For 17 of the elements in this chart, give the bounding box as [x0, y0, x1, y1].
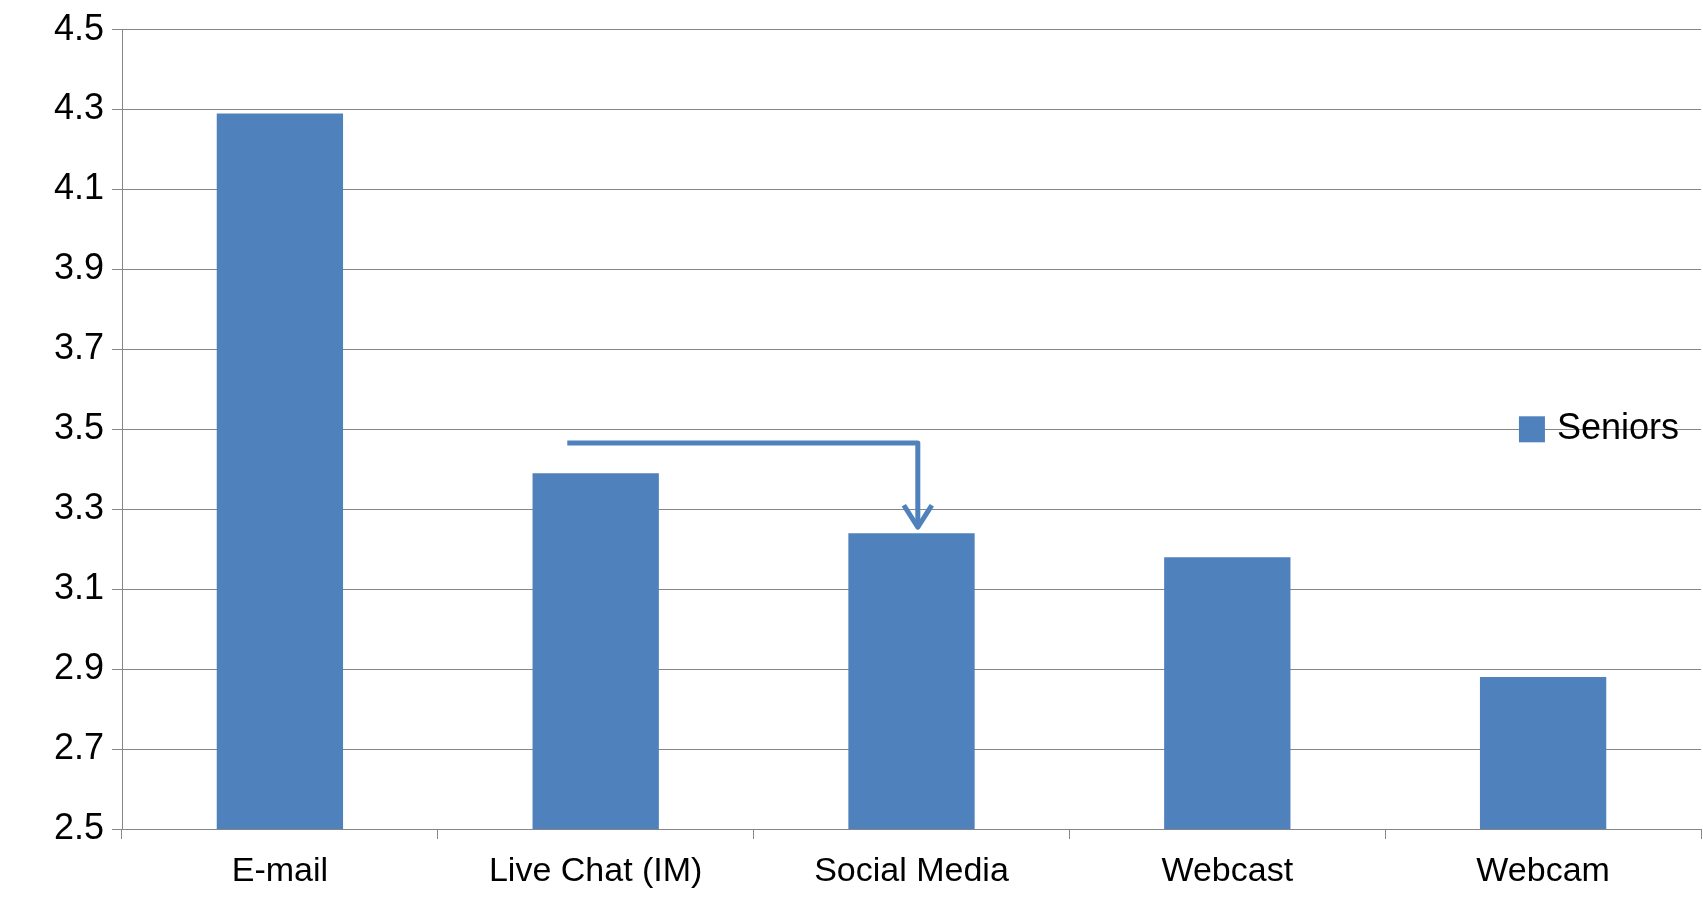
y-tick-label: 3.7: [53, 326, 104, 368]
y-tick-label: 2.7: [53, 725, 104, 767]
y-tick-label: 4.5: [53, 6, 104, 48]
y-tick-label: 4.3: [53, 86, 104, 128]
x-tick-label: Live Chat (IM): [488, 849, 703, 888]
y-tick-label: 3.1: [53, 566, 104, 608]
x-tick-label: Webcast: [1161, 849, 1294, 888]
y-tick-label: 3.3: [53, 486, 104, 528]
x-tick-label: E-mail: [231, 849, 329, 888]
legend-label: Seniors: [1556, 406, 1679, 448]
y-tick-label: 2.9: [53, 646, 104, 688]
y-tick-label: 2.5: [53, 805, 104, 847]
x-tick-label: Webcam: [1476, 849, 1610, 888]
y-tick-label: 3.5: [53, 406, 104, 448]
y-tick-label: 4.1: [53, 166, 104, 208]
y-tick-label: 3.9: [53, 246, 104, 288]
x-tick-label: Social Media: [814, 849, 1009, 888]
